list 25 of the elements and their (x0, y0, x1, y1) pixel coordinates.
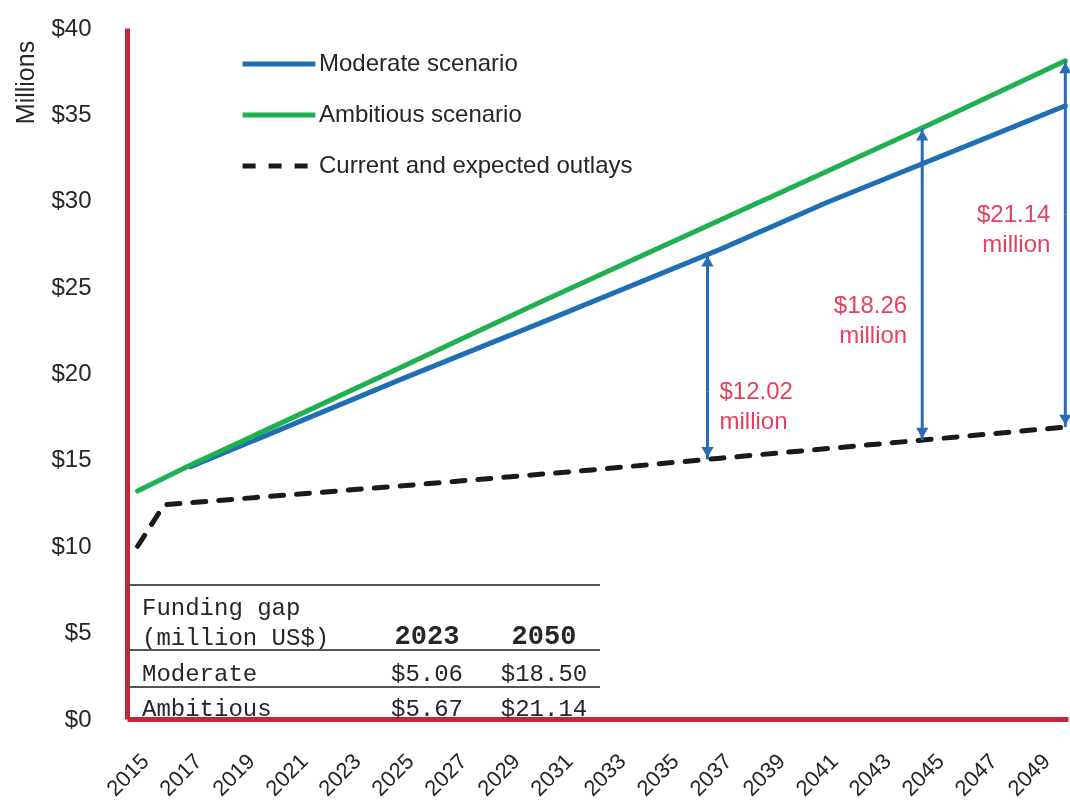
y-tick-label: $40 (51, 13, 92, 41)
y-tick-label: $0 (64, 704, 92, 732)
y-tick-label: $30 (51, 186, 92, 214)
annotation: $21.14 million (976, 199, 1051, 257)
annotation: $5.67 (390, 696, 464, 723)
legend-label: Ambitious scenario (319, 100, 522, 127)
y-axis-title: Millions (10, 40, 39, 125)
annotation: 2023 (394, 622, 460, 652)
y-tick-label: $20 (51, 359, 92, 386)
y-tick-label: $15 (51, 445, 92, 473)
y-tick-label: $10 (51, 531, 92, 559)
annotation: $21.14 (500, 696, 588, 723)
annotation: $18.26 million (833, 290, 908, 348)
annotation: Moderate (142, 661, 258, 688)
annotation: Ambitious (142, 696, 272, 723)
annotation: $18.50 (500, 661, 588, 688)
legend-label: Current and expected outlays (319, 151, 633, 178)
annotation: $12.02 million (719, 376, 793, 434)
legend-label: Moderate scenario (319, 49, 518, 76)
annotation: 2050 (511, 622, 577, 652)
y-tick-label: $25 (51, 272, 92, 300)
annotation: Funding gap (million US$) (142, 595, 330, 652)
y-tick-label: $5 (64, 618, 92, 646)
y-tick-label: $35 (51, 99, 92, 127)
annotation: $5.06 (390, 661, 464, 688)
